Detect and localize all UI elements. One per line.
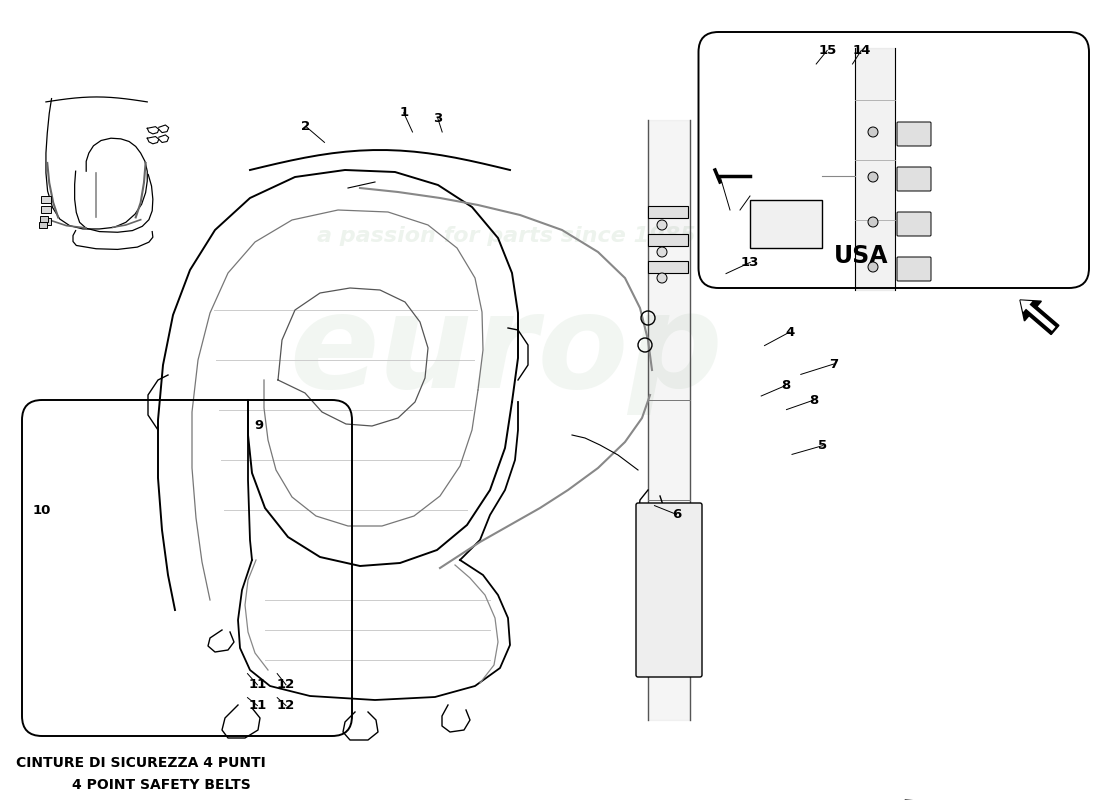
- Text: 12: 12: [277, 699, 295, 712]
- Circle shape: [868, 172, 878, 182]
- Bar: [648, 261, 688, 273]
- Text: 12: 12: [277, 678, 295, 691]
- FancyBboxPatch shape: [636, 503, 702, 677]
- Text: 1: 1: [399, 106, 408, 119]
- Bar: [40, 216, 48, 222]
- Text: 11: 11: [249, 678, 266, 691]
- Text: 7: 7: [829, 358, 838, 370]
- Circle shape: [657, 273, 667, 283]
- FancyBboxPatch shape: [896, 212, 931, 236]
- Bar: [648, 234, 688, 246]
- Text: 8: 8: [781, 379, 790, 392]
- Text: 11: 11: [249, 699, 266, 712]
- Text: 6: 6: [672, 508, 681, 521]
- Bar: [648, 206, 688, 218]
- Polygon shape: [1021, 300, 1056, 331]
- Text: 2: 2: [301, 120, 310, 133]
- Bar: [42, 206, 52, 213]
- Circle shape: [868, 127, 878, 137]
- FancyBboxPatch shape: [896, 167, 931, 191]
- Text: 15: 15: [818, 44, 836, 57]
- Text: 4: 4: [785, 326, 794, 338]
- Bar: [42, 196, 52, 203]
- Text: a passion for parts since 1985: a passion for parts since 1985: [317, 226, 695, 246]
- Circle shape: [868, 217, 878, 227]
- Circle shape: [868, 262, 878, 272]
- Text: 10: 10: [33, 504, 51, 517]
- Polygon shape: [1020, 300, 1059, 334]
- Bar: [42, 218, 52, 225]
- Text: 3: 3: [433, 112, 442, 125]
- Text: 9: 9: [254, 419, 263, 432]
- Text: 14: 14: [852, 44, 870, 57]
- Text: 8: 8: [810, 394, 818, 406]
- Text: 4 POINT SAFETY BELTS: 4 POINT SAFETY BELTS: [72, 778, 251, 791]
- Text: CINTURE DI SICUREZZA 4 PUNTI: CINTURE DI SICUREZZA 4 PUNTI: [16, 756, 266, 770]
- Text: europ: europ: [289, 289, 723, 415]
- Circle shape: [657, 220, 667, 230]
- Text: 13: 13: [741, 256, 759, 269]
- FancyBboxPatch shape: [896, 257, 931, 281]
- Text: 5: 5: [818, 439, 827, 452]
- Text: USA: USA: [834, 244, 888, 268]
- FancyBboxPatch shape: [896, 122, 931, 146]
- Bar: [39, 222, 47, 228]
- Circle shape: [657, 247, 667, 257]
- Bar: [750, 200, 822, 248]
